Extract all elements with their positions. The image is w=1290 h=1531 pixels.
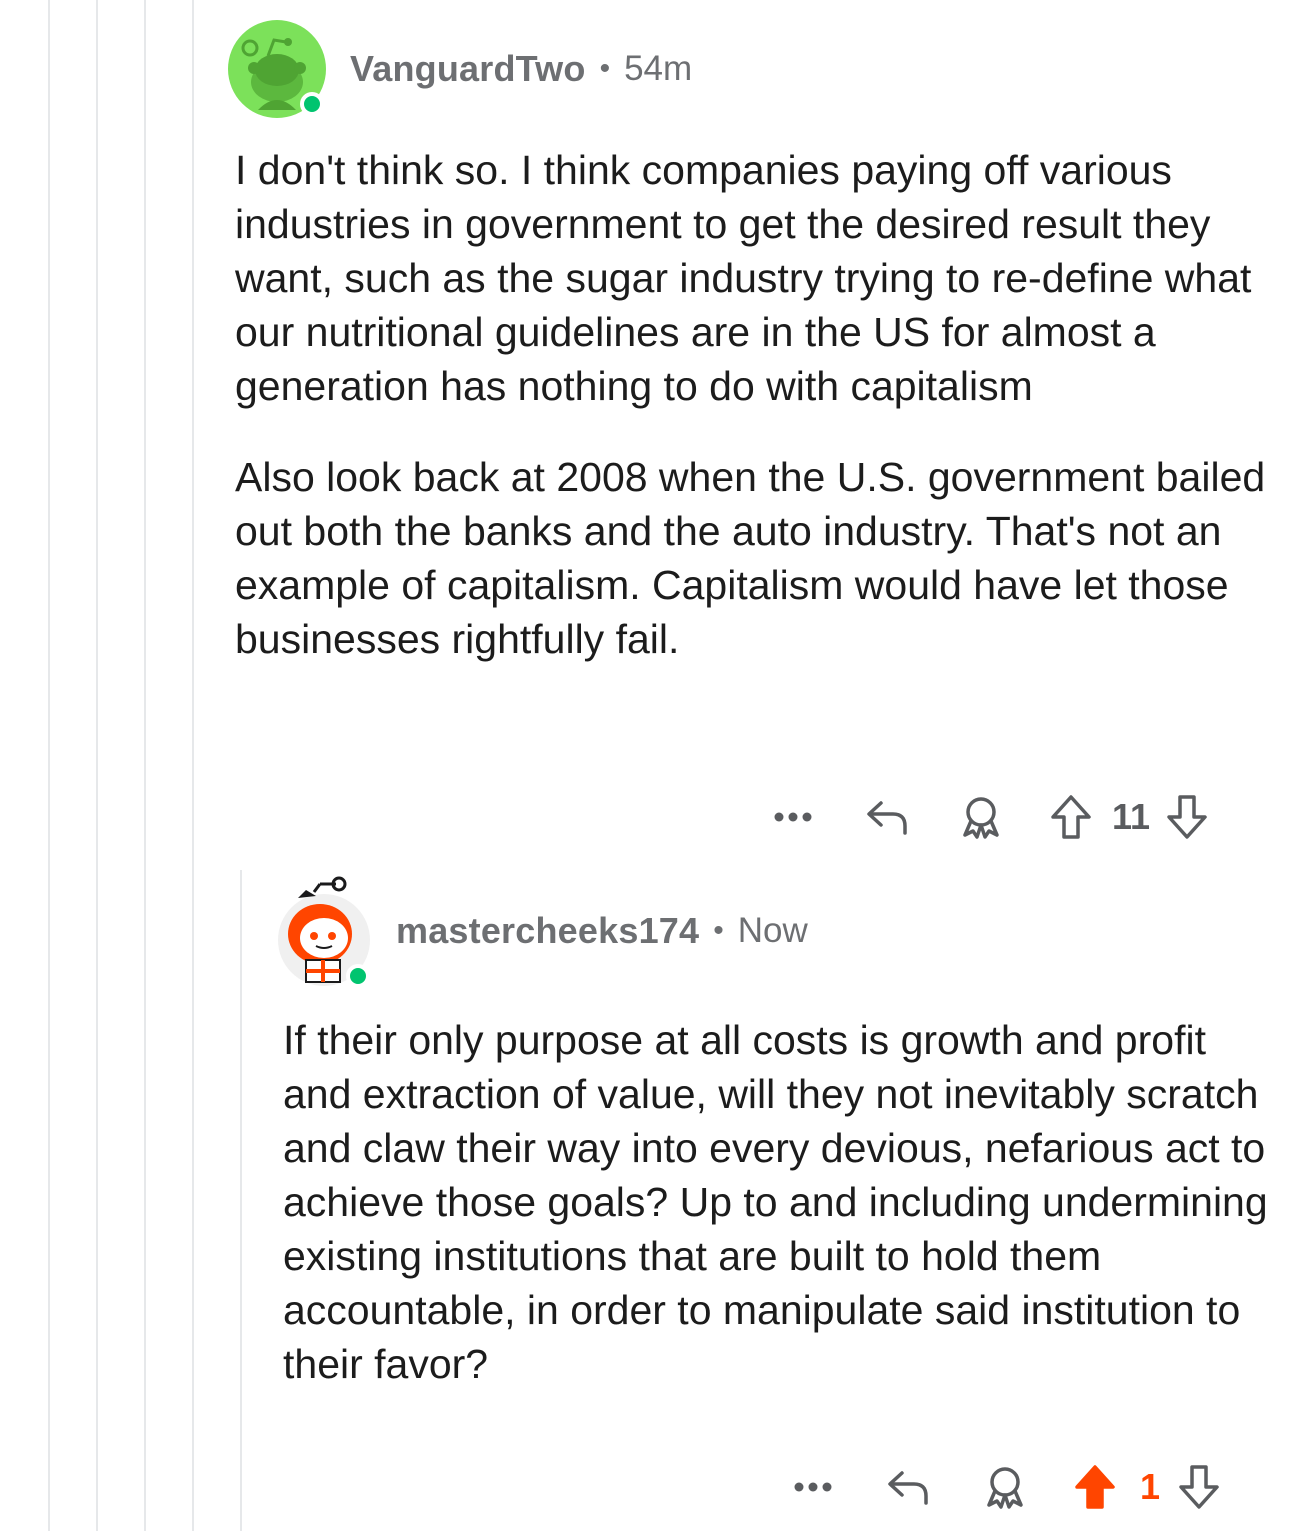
more-dots-icon (794, 1482, 832, 1492)
more-options-button[interactable] (788, 1462, 838, 1512)
comment-vanguardtwo: VanguardTwo • 54m I don't think so. I th… (228, 20, 1268, 662)
vote-score: 1 (1140, 1466, 1161, 1507)
comment-paragraph: I don't think so. I think companies payi… (235, 147, 1252, 409)
comment-username[interactable]: mastercheeks174 (396, 910, 700, 951)
comment-username[interactable]: VanguardTwo (350, 48, 586, 89)
online-status-dot (300, 92, 324, 116)
more-dots-icon (774, 812, 812, 822)
thread-line-1[interactable] (48, 0, 50, 1531)
more-options-button[interactable] (768, 792, 818, 842)
comment-mastercheeks174: mastercheeks174 • Now If their only purp… (276, 876, 1268, 1387)
comment-paragraph: Also look back at 2008 when the U.S. gov… (235, 454, 1266, 662)
comment-actions: 11 (768, 792, 1212, 842)
reply-arrow-icon (888, 1471, 928, 1505)
downvote-button[interactable] (1174, 1462, 1224, 1512)
reply-button[interactable] (884, 1462, 934, 1512)
reply-arrow-icon (867, 801, 907, 835)
reply-button[interactable] (863, 792, 913, 842)
online-status-dot (346, 964, 370, 988)
award-icon (963, 797, 999, 839)
thread-line-5[interactable] (240, 870, 242, 1531)
award-button[interactable] (980, 1462, 1030, 1512)
comment-actions: 1 (788, 1462, 1224, 1512)
comment-body: I don't think so. I think companies payi… (235, 143, 1275, 666)
upvote-button[interactable] (1046, 792, 1096, 842)
meta-separator: • (599, 52, 611, 85)
award-icon (987, 1467, 1023, 1509)
downvote-arrow-icon (1167, 795, 1207, 839)
snoo-orange-hood-avatar-icon[interactable] (276, 876, 372, 988)
comment-header: mastercheeks174 • Now (276, 876, 1266, 988)
upvote-arrow-filled-icon (1075, 1465, 1115, 1509)
comment-header: VanguardTwo • 54m (228, 20, 1268, 118)
upvote-button-active[interactable] (1070, 1462, 1120, 1512)
upvote-arrow-icon (1051, 795, 1091, 839)
thread-line-2[interactable] (96, 0, 98, 1531)
award-button[interactable] (956, 792, 1006, 842)
meta-separator: • (713, 914, 724, 947)
vote-score: 11 (1112, 796, 1151, 837)
comment-paragraph: If their only purpose at all costs is gr… (283, 1017, 1268, 1387)
downvote-button[interactable] (1162, 792, 1212, 842)
comment-timestamp: Now (737, 911, 808, 950)
comment-body: If their only purpose at all costs is gr… (283, 1013, 1273, 1391)
comment-timestamp: 54m (624, 49, 693, 88)
thread-line-4[interactable] (192, 0, 194, 1531)
snoo-green-avatar-icon[interactable] (228, 20, 326, 118)
thread-line-3[interactable] (144, 0, 146, 1531)
downvote-arrow-icon (1179, 1465, 1219, 1509)
